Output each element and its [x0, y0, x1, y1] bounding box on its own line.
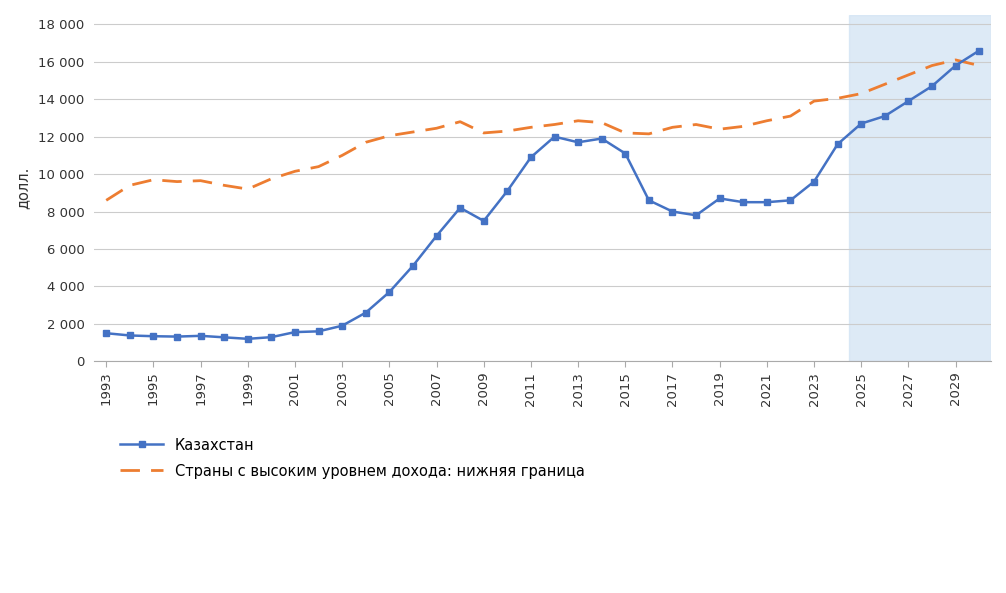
Казахстан — [478, 218, 490, 225]
Line: Страны с высоким уровнем дохода: нижняя граница: Страны с высоким уровнем дохода: нижняя … — [107, 60, 979, 200]
Казахстан — [926, 82, 938, 90]
Страны с высоким уровнем дохода: нижняя граница: (2e+03, 1.04e+04): нижняя граница: (2e+03, 1.04e+04) — [313, 163, 325, 170]
Казахстан — [501, 187, 513, 195]
Казахстан — [855, 120, 867, 127]
Bar — [849, 15, 991, 361]
Страны с высоким уровнем дохода: нижняя граница: (2.01e+03, 1.24e+04): нижняя граница: (2.01e+03, 1.24e+04) — [431, 125, 443, 132]
Страны с высоким уровнем дохода: нижняя граница: (2.02e+03, 1.22e+04): нижняя граница: (2.02e+03, 1.22e+04) — [620, 129, 632, 136]
Казахстан — [761, 199, 773, 206]
Страны с высоким уровнем дохода: нижняя граница: (2e+03, 9.7e+03): нижняя граница: (2e+03, 9.7e+03) — [148, 176, 160, 183]
Казахстан — [454, 204, 466, 211]
Казахстан — [785, 197, 797, 204]
Казахстан — [171, 333, 183, 340]
Страны с высоким уровнем дохода: нижняя граница: (2e+03, 1.17e+04): нижняя граница: (2e+03, 1.17e+04) — [360, 139, 372, 146]
Страны с высоким уровнем дохода: нижняя граница: (2e+03, 9.65e+03): нижняя граница: (2e+03, 9.65e+03) — [194, 177, 206, 184]
Страны с высоким уровнем дохода: нижняя граница: (2e+03, 9.4e+03): нижняя граница: (2e+03, 9.4e+03) — [218, 182, 230, 189]
Казахстан — [620, 150, 632, 157]
Казахстан — [431, 232, 443, 240]
Страны с высоким уровнем дохода: нижняя граница: (2.01e+03, 1.25e+04): нижняя граница: (2.01e+03, 1.25e+04) — [525, 124, 537, 131]
Страны с высоким уровнем дохода: нижняя граница: (2.03e+03, 1.48e+04): нижняя граница: (2.03e+03, 1.48e+04) — [879, 81, 891, 88]
Страны с высоким уровнем дохода: нижняя граница: (2.02e+03, 1.4e+04): нижняя граница: (2.02e+03, 1.4e+04) — [832, 95, 844, 102]
Страны с высоким уровнем дохода: нижняя граница: (2.02e+03, 1.22e+04): нижняя граница: (2.02e+03, 1.22e+04) — [643, 130, 655, 138]
Страны с высоким уровнем дохода: нижняя граница: (2.01e+03, 1.22e+04): нижняя граница: (2.01e+03, 1.22e+04) — [406, 129, 418, 136]
Страны с высоким уровнем дохода: нижняя граница: (2e+03, 9.75e+03): нижняя граница: (2e+03, 9.75e+03) — [266, 175, 278, 182]
Казахстан — [643, 197, 655, 204]
Казахстан — [973, 47, 985, 54]
Страны с высоким уровнем дохода: нижняя граница: (2e+03, 9.6e+03): нижняя граница: (2e+03, 9.6e+03) — [171, 178, 183, 185]
Страны с высоким уровнем дохода: нижняя граница: (2e+03, 1.2e+04): нижняя граница: (2e+03, 1.2e+04) — [383, 132, 395, 139]
Страны с высоким уровнем дохода: нижняя граница: (2.02e+03, 1.43e+04): нижняя граница: (2.02e+03, 1.43e+04) — [855, 90, 867, 97]
Казахстан — [690, 212, 702, 219]
Казахстан — [666, 208, 678, 215]
Казахстан — [124, 332, 136, 339]
Страны с высоким уровнем дохода: нижняя граница: (2.02e+03, 1.31e+04): нижняя граница: (2.02e+03, 1.31e+04) — [785, 113, 797, 120]
Страны с высоким уровнем дохода: нижняя граница: (2.02e+03, 1.26e+04): нижняя граница: (2.02e+03, 1.26e+04) — [737, 123, 749, 130]
Страны с высоким уровнем дохода: нижняя граница: (2.01e+03, 1.28e+04): нижняя граница: (2.01e+03, 1.28e+04) — [596, 119, 608, 126]
Страны с высоким уровнем дохода: нижняя граница: (2.03e+03, 1.53e+04): нижняя граница: (2.03e+03, 1.53e+04) — [902, 71, 914, 78]
Казахстан — [902, 97, 914, 104]
Страны с высоким уровнем дохода: нижняя граница: (2.02e+03, 1.26e+04): нижняя граница: (2.02e+03, 1.26e+04) — [690, 121, 702, 128]
Казахстан — [101, 330, 113, 337]
Line: Казахстан: Казахстан — [103, 47, 982, 342]
Страны с высоким уровнем дохода: нижняя граница: (2.02e+03, 1.24e+04): нижняя граница: (2.02e+03, 1.24e+04) — [713, 126, 725, 133]
Казахстан — [808, 178, 820, 185]
Казахстан — [832, 141, 844, 148]
Legend: Казахстан, Страны с высоким уровнем дохода: нижняя граница: Казахстан, Страны с высоким уровнем дохо… — [120, 438, 584, 479]
Y-axis label: долл.: долл. — [15, 167, 30, 209]
Казахстан — [148, 333, 160, 340]
Казахстан — [950, 62, 962, 69]
Страны с высоким уровнем дохода: нижняя граница: (2.02e+03, 1.25e+04): нижняя граница: (2.02e+03, 1.25e+04) — [666, 124, 678, 131]
Казахстан — [713, 195, 725, 202]
Страны с высоким уровнем дохода: нижняя граница: (2.01e+03, 1.26e+04): нижняя граница: (2.01e+03, 1.26e+04) — [548, 121, 560, 128]
Страны с высоким уровнем дохода: нижняя граница: (2.03e+03, 1.58e+04): нижняя граница: (2.03e+03, 1.58e+04) — [973, 62, 985, 69]
Страны с высоким уровнем дохода: нижняя граница: (1.99e+03, 9.4e+03): нижняя граница: (1.99e+03, 9.4e+03) — [124, 182, 136, 189]
Страны с высоким уровнем дохода: нижняя граница: (2.01e+03, 1.28e+04): нижняя граница: (2.01e+03, 1.28e+04) — [454, 118, 466, 125]
Казахстан — [194, 332, 206, 339]
Казахстан — [241, 335, 254, 342]
Казахстан — [737, 199, 749, 206]
Казахстан — [313, 328, 325, 335]
Казахстан — [879, 113, 891, 120]
Казахстан — [572, 139, 584, 146]
Страны с высоким уровнем дохода: нижняя граница: (2.01e+03, 1.23e+04): нижняя граница: (2.01e+03, 1.23e+04) — [501, 127, 513, 135]
Страны с высоким уровнем дохода: нижняя граница: (2.01e+03, 1.28e+04): нижняя граница: (2.01e+03, 1.28e+04) — [572, 117, 584, 125]
Казахстан — [336, 322, 348, 329]
Казахстан — [218, 334, 230, 341]
Страны с высоким уровнем дохода: нижняя граница: (2e+03, 1.1e+04): нижняя граница: (2e+03, 1.1e+04) — [336, 152, 348, 159]
Казахстан — [406, 262, 418, 269]
Казахстан — [548, 133, 560, 140]
Казахстан — [383, 288, 395, 295]
Казахстан — [596, 135, 608, 142]
Страны с высоким уровнем дохода: нижняя граница: (2e+03, 9.2e+03): нижняя граница: (2e+03, 9.2e+03) — [241, 186, 254, 193]
Страны с высоким уровнем дохода: нижняя граница: (2e+03, 1.02e+04): нижняя граница: (2e+03, 1.02e+04) — [289, 168, 301, 175]
Страны с высоким уровнем дохода: нижняя граница: (2.03e+03, 1.61e+04): нижняя граница: (2.03e+03, 1.61e+04) — [950, 56, 962, 63]
Казахстан — [360, 309, 372, 316]
Страны с высоким уровнем дохода: нижняя граница: (1.99e+03, 8.6e+03): нижняя граница: (1.99e+03, 8.6e+03) — [101, 197, 113, 204]
Казахстан — [525, 154, 537, 161]
Страны с высоким уровнем дохода: нижняя граница: (2.01e+03, 1.22e+04): нижняя граница: (2.01e+03, 1.22e+04) — [478, 129, 490, 136]
Страны с высоким уровнем дохода: нижняя граница: (2.03e+03, 1.58e+04): нижняя граница: (2.03e+03, 1.58e+04) — [926, 62, 938, 69]
Страны с высоким уровнем дохода: нижняя граница: (2.02e+03, 1.39e+04): нижняя граница: (2.02e+03, 1.39e+04) — [808, 97, 820, 104]
Казахстан — [266, 334, 278, 341]
Страны с высоким уровнем дохода: нижняя граница: (2.02e+03, 1.28e+04): нижняя граница: (2.02e+03, 1.28e+04) — [761, 117, 773, 125]
Казахстан — [289, 329, 301, 336]
